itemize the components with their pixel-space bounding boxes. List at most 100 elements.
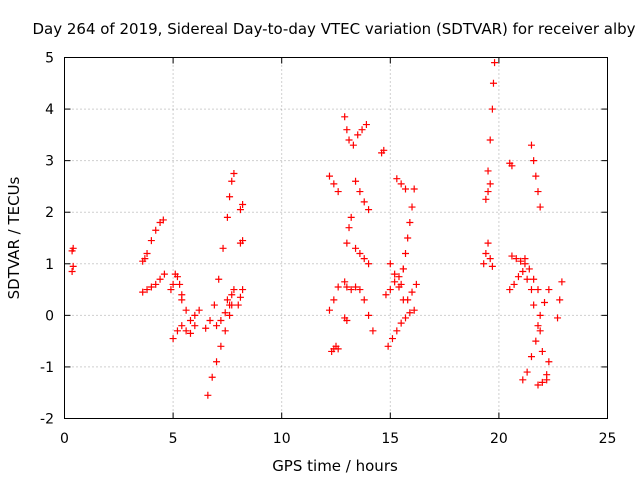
- data-point: [399, 265, 407, 273]
- data-point: [217, 342, 225, 350]
- data-point: [488, 105, 496, 113]
- data-point: [213, 322, 221, 330]
- data-point: [226, 301, 234, 309]
- data-point: [178, 296, 186, 304]
- data-point: [482, 195, 490, 203]
- data-point: [545, 358, 553, 366]
- x-tick-label: 15: [381, 431, 399, 447]
- grid: [64, 57, 608, 419]
- series-s34: [482, 180, 494, 203]
- series-s26: [341, 314, 351, 325]
- series-s07: [169, 322, 199, 343]
- data-point: [345, 136, 353, 144]
- data-point: [365, 260, 373, 268]
- data-point: [412, 280, 420, 288]
- series-s03: [139, 255, 149, 265]
- data-point: [525, 265, 533, 273]
- data-point: [343, 239, 351, 247]
- series-s33: [404, 280, 420, 304]
- data-point: [141, 255, 149, 263]
- data-point: [182, 327, 190, 335]
- data-point: [239, 237, 247, 245]
- data-point: [384, 342, 392, 350]
- data-point: [226, 311, 234, 319]
- y-tick-label: -2: [40, 412, 54, 428]
- data-point: [486, 255, 494, 263]
- data-point: [325, 172, 333, 180]
- data-point: [554, 314, 562, 322]
- data-point: [219, 244, 227, 252]
- data-point: [391, 278, 399, 286]
- data-point: [410, 185, 418, 193]
- data-point: [523, 275, 531, 283]
- series-s10: [204, 301, 236, 399]
- data-point: [543, 371, 551, 379]
- data-point: [195, 306, 203, 314]
- data-point: [152, 226, 160, 234]
- data-point: [534, 188, 542, 196]
- data-point: [341, 113, 349, 121]
- series-s17: [328, 342, 342, 355]
- series-s14: [236, 237, 247, 247]
- series-s27: [378, 146, 388, 157]
- data-point: [406, 219, 414, 227]
- data-point: [386, 286, 394, 294]
- data-point: [69, 262, 77, 270]
- data-point: [334, 283, 342, 291]
- data-point: [365, 311, 373, 319]
- data-point: [545, 286, 553, 294]
- data-point: [410, 306, 418, 314]
- axes: 0 5 10 15 20 25 -2 -1 0 1 2 3 4 5: [40, 51, 616, 448]
- data-point: [391, 270, 399, 278]
- data-point: [213, 358, 221, 366]
- data-point: [369, 327, 377, 335]
- data-point: [152, 280, 160, 288]
- x-tick-label: 10: [273, 431, 291, 447]
- data-point: [228, 177, 236, 185]
- data-point: [395, 273, 403, 281]
- x-tick-label: 20: [490, 431, 508, 447]
- data-point: [239, 286, 247, 294]
- data-point: [534, 381, 542, 389]
- data-point: [202, 324, 210, 332]
- data-point: [215, 275, 223, 283]
- data-point: [360, 198, 368, 206]
- data-point: [360, 255, 368, 263]
- data-point: [538, 378, 546, 386]
- data-point: [393, 175, 401, 183]
- data-point: [147, 237, 155, 245]
- data-point: [556, 296, 564, 304]
- data-point: [402, 314, 410, 322]
- data-point: [354, 131, 362, 139]
- data-point: [356, 286, 364, 294]
- data-point: [173, 327, 181, 335]
- data-point: [173, 273, 181, 281]
- data-point: [486, 136, 494, 144]
- data-point: [541, 298, 549, 306]
- series-s19: [341, 113, 353, 144]
- series-s40: [519, 327, 544, 384]
- series-s12: [223, 286, 238, 304]
- data-point: [221, 327, 229, 335]
- data-point: [343, 283, 351, 291]
- data-point: [482, 249, 490, 257]
- series-s09: [202, 170, 238, 332]
- x-axis-label: GPS time / hours: [272, 457, 398, 475]
- data-point: [210, 301, 218, 309]
- data-point: [208, 373, 216, 381]
- data-point: [226, 193, 234, 201]
- series-s24: [352, 244, 373, 268]
- data-point: [510, 280, 518, 288]
- data-point: [536, 311, 544, 319]
- data-point: [480, 260, 488, 268]
- series-s37: [506, 159, 516, 170]
- data-point: [239, 200, 247, 208]
- data-point: [204, 391, 212, 399]
- data-point: [532, 172, 540, 180]
- series-s15: [234, 286, 247, 309]
- data-point: [191, 322, 199, 330]
- data-point: [508, 252, 516, 260]
- series-s02: [68, 244, 77, 255]
- data-point: [491, 59, 499, 67]
- series-s36: [484, 59, 499, 175]
